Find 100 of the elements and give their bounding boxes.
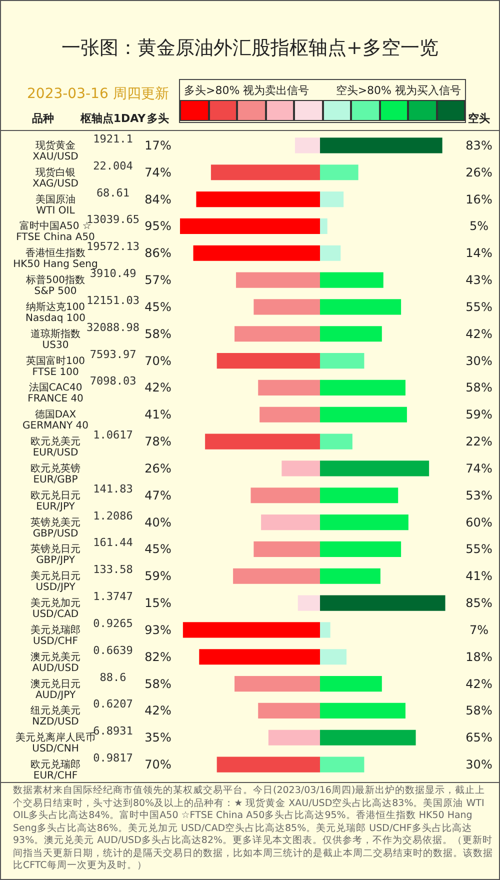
data-label: 42%: [466, 676, 492, 691]
y-tick-label: 英镑兑美元 GBP/USD: [30, 516, 80, 540]
text: 12151.03: [86, 294, 140, 307]
text: 0.9817: [93, 752, 133, 765]
y-tick-label: 现货黄金 XAU/USD: [32, 139, 79, 162]
y-tick-label: 欧元兑英镑 EUR/GBP: [30, 462, 80, 486]
text: 88.6: [100, 670, 126, 684]
data-label: 74%: [144, 165, 172, 180]
data-label: 83%: [466, 138, 492, 152]
data-label: 70%: [144, 758, 172, 772]
data-label: 7%: [469, 622, 489, 637]
text: 161.44: [93, 536, 134, 550]
text: 141.83: [93, 482, 133, 496]
data-label: 70%: [144, 354, 172, 368]
bar: [320, 218, 328, 234]
data-label: 42%: [144, 704, 172, 718]
data-label: 95%: [144, 219, 172, 234]
data-label: 58%: [144, 326, 172, 341]
text: 133.58: [93, 563, 133, 576]
text: 0.6207: [93, 698, 133, 711]
text: 7593.97: [90, 348, 136, 361]
data-label: 30%: [466, 354, 492, 368]
bar: [294, 138, 320, 154]
text: 1.0617: [93, 428, 133, 442]
y-tick-label: 英镑兑日元 GBP/JPY: [30, 543, 80, 566]
bar: [320, 622, 330, 638]
data-label: 26%: [144, 461, 172, 476]
data-label: 78%: [144, 434, 172, 449]
y-tick-label: 欧元兑瑞郎 EUR/CHF: [30, 758, 80, 782]
data-label: 57%: [144, 273, 172, 288]
y-tick-label: 英国富时100 FTSE 100: [26, 354, 86, 378]
data-label: 55%: [466, 542, 492, 556]
color-key: 多头>80% 视为卖出信号 空头>80% 视为买入信号: [179, 79, 466, 123]
text: 空头: [468, 111, 490, 126]
text: 0.9265: [93, 616, 133, 630]
data-label: 17%: [144, 138, 172, 152]
text: 多头: [147, 111, 169, 126]
data-label: 86%: [144, 246, 172, 260]
y-tick-label: 欧元兑日元 EUR/JPY: [30, 489, 80, 512]
data-label: 55%: [466, 300, 492, 314]
data-label: 53%: [466, 488, 492, 502]
data-label: 82%: [144, 650, 172, 664]
y-tick-label: 道琼斯指数 US30: [30, 328, 80, 351]
y-tick-label: 澳元兑日元 AUD/JPY: [30, 678, 80, 701]
data-label: 47%: [144, 488, 172, 502]
y-tick-label: 法国CAC40 FRANCE 40: [28, 382, 84, 405]
bar: [320, 191, 344, 208]
data-label: 40%: [144, 515, 172, 530]
chart-subtitle: 2023-03-16 周四更新: [27, 85, 169, 103]
chart-title: 一张图：黄金原油外汇股指枢轴点+多空一览: [60, 36, 440, 61]
y-tick-label: 美国原油 WTI OIL: [36, 193, 76, 216]
text: 枢轴点1DAY: [80, 111, 146, 126]
data-label: 58%: [466, 704, 492, 718]
data-label: 85%: [466, 596, 492, 610]
y-tick-label: 澳元兑美元 AUD/USD: [30, 650, 80, 674]
data-label: 65%: [466, 730, 492, 745]
data-label: 58%: [144, 676, 172, 691]
data-label: 30%: [466, 758, 492, 772]
y-tick-label: 标普500指数 S&P 500: [24, 274, 86, 298]
data-label: 45%: [144, 542, 172, 556]
y-tick-label: 美元兑离岸人民币 USD/CNH: [16, 732, 96, 755]
y-axis-title: 品种: [32, 111, 54, 126]
data-label: 14%: [466, 246, 492, 260]
text: 3910.49: [90, 267, 136, 280]
y-tick-label: 现货白银 XAG/USD: [32, 166, 79, 190]
text: 7098.03: [90, 374, 136, 388]
data-label: 42%: [144, 380, 172, 395]
text: 6.8931: [93, 724, 133, 738]
y-tick-label: 纽元兑美元 NZD/USD: [30, 704, 80, 728]
data-label: 93%: [144, 622, 172, 637]
data-label: 60%: [466, 515, 492, 530]
y-tick-label: 美元兑日元 USD/JPY: [30, 570, 80, 594]
data-label: 59%: [466, 408, 492, 422]
bar: [320, 434, 352, 450]
y-tick-label: 美元兑加元 USD/CAD: [30, 597, 80, 620]
data-label: 43%: [466, 273, 492, 288]
data-label: 41%: [466, 569, 492, 584]
data-label: 15%: [144, 596, 172, 610]
text: 1921.1: [93, 132, 133, 146]
data-label: 26%: [466, 165, 492, 180]
y-tick-label: 欧元兑美元 EUR/USD: [30, 436, 80, 459]
data-label: 84%: [144, 192, 172, 206]
text: 68.61: [96, 186, 130, 200]
data-label: 59%: [144, 569, 172, 584]
text: 1.2086: [93, 509, 133, 522]
data-label: 22%: [466, 434, 492, 449]
text: 0.6639: [93, 644, 133, 657]
data-label: 42%: [466, 326, 492, 341]
y-tick-label: 德国DAX GERMANY 40: [22, 410, 88, 432]
data-label: 16%: [466, 192, 492, 206]
text: 数据素材来自国际经纪商市值领先的某权威交易平台。今日(2023/03/16周四)最新出炉的数据显示，截止上个交易日结束时，头寸达到80%及以上的品种有：★ 现货黄金 XAU/USD空头占比高达83%。美国原油 WTI OIL多头占比高达84%。富时中国A50 ☆FTSE China A50多头占比高达95%。香港恒生指数 HK50 Hang Seng多头占比高达86%。美元兑加元 USD/CAD空头占比高达85%。美元兑瑞郎 USD/CHF多头占比高达93%。澳元兑美元 AUD/USD多头占比高达82%。更多详见本文图表。仅供参考，不作为交易依据。（更新时间指当天更新日期，统计的是隔天交易日的数据，比如本周三统计的是截止本周二交易结束时的数据。该数据比CFTC每周一次更为及时。）: [13, 785, 493, 872]
text: 22.004: [93, 159, 134, 172]
y-tick-label: 纳斯达克100 Nasdaq 100: [26, 300, 86, 324]
data-label: 35%: [144, 730, 172, 745]
data-label: 45%: [144, 300, 172, 314]
text: 1.3747: [93, 590, 133, 604]
data-label: 58%: [466, 380, 492, 395]
data-label: 5%: [469, 219, 489, 234]
bar: [298, 595, 320, 611]
y-tick-label: 美元兑瑞郎 USD/CHF: [30, 624, 80, 647]
